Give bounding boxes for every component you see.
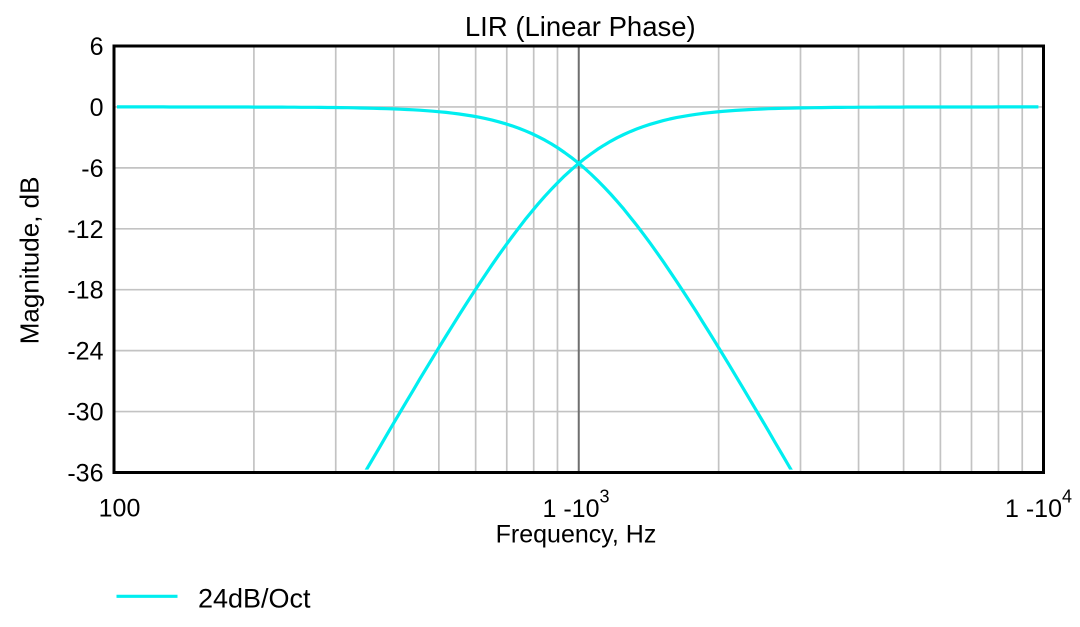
svg-text:-30: -30 — [67, 399, 103, 427]
svg-text:24dB/Oct: 24dB/Oct — [198, 584, 311, 614]
svg-text:-36: -36 — [67, 460, 103, 488]
svg-text:1 -104: 1 -104 — [1005, 487, 1072, 523]
svg-text:100: 100 — [99, 495, 141, 523]
svg-text:-6: -6 — [81, 155, 103, 183]
svg-text:6: 6 — [90, 33, 104, 61]
svg-text:-24: -24 — [67, 338, 103, 366]
svg-text:Magnitude, dB: Magnitude, dB — [15, 177, 45, 345]
svg-text:Frequency, Hz: Frequency, Hz — [496, 521, 657, 549]
svg-text:-18: -18 — [67, 277, 103, 305]
svg-text:0: 0 — [90, 94, 104, 122]
svg-text:1 -103: 1 -103 — [543, 487, 610, 523]
svg-text:-12: -12 — [67, 216, 103, 244]
svg-text:LIR (Linear Phase): LIR (Linear Phase) — [465, 11, 696, 42]
